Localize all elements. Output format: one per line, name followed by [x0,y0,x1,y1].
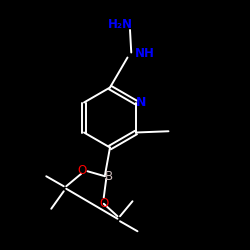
Text: NH: NH [135,47,155,60]
Text: N: N [136,96,147,109]
Text: H₂N: H₂N [108,18,132,32]
Text: B: B [105,170,113,183]
Text: O: O [99,197,108,210]
Text: O: O [78,164,87,176]
